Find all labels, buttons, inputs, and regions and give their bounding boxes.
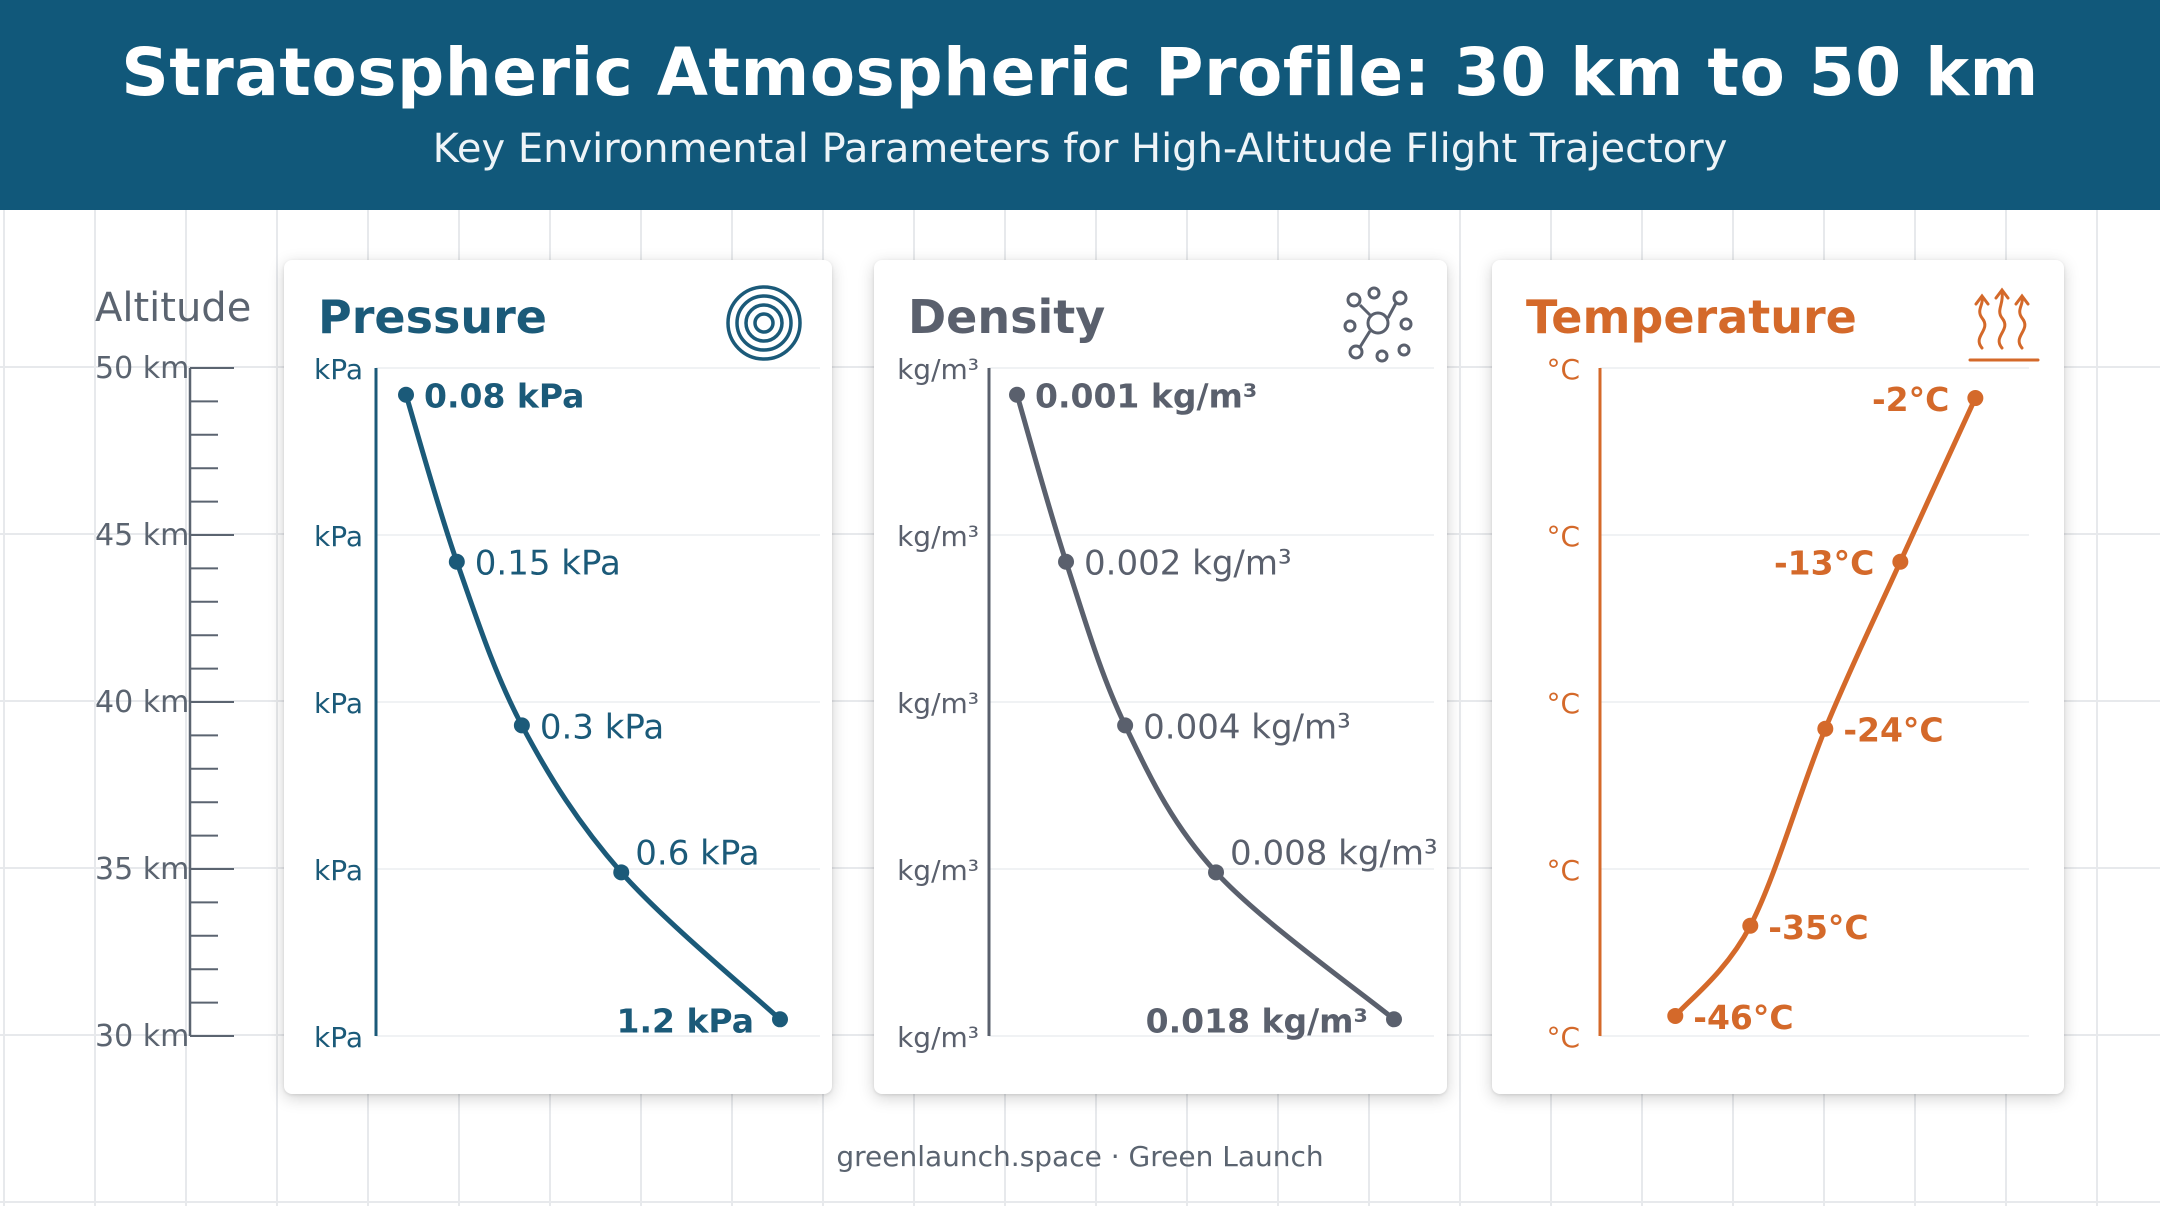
unit-tick-label: kPa [314, 520, 363, 553]
data-point [1817, 720, 1834, 737]
data-label: 0.008 kg/m³ [1230, 833, 1438, 873]
page-title: Stratospheric Atmospheric Profile: 30 km… [121, 34, 2039, 111]
data-point [1892, 553, 1909, 570]
data-point [1667, 1007, 1684, 1024]
data-point [1742, 917, 1759, 934]
data-point [1386, 1011, 1402, 1028]
pressure-rings-icon [726, 285, 802, 361]
header-banner: Stratospheric Atmospheric Profile: 30 km… [0, 0, 2160, 210]
data-point [1009, 386, 1025, 403]
density-chart: kg/m³ kg/m³ kg/m³ kg/m³ kg/m³ 0.001 kg/m³ 0.00… [897, 353, 1438, 1054]
altitude-tick-label: 45 km [95, 518, 189, 553]
pressure-chart: kPa kPa kPa kPa kPa 0.08 kPa 0.15 kPa 0.3 kPa 0.… [314, 353, 820, 1054]
data-label: 1.2 kPa [617, 1001, 754, 1040]
data-label: 0.3 kPa [540, 707, 664, 747]
unit-tick-label: °C [1546, 520, 1580, 553]
footer-credit: greenlaunch.space · Green Launch [836, 1140, 1324, 1173]
temperature-chart: °C °C °C °C °C -2°C -13°C -24°C -35°C -46°C [1546, 353, 2029, 1054]
pressure-panel-title: Pressure [318, 290, 547, 344]
data-label: -24°C [1843, 711, 1943, 750]
unit-tick-label: kg/m³ [897, 687, 979, 720]
data-label: -13°C [1774, 544, 1874, 583]
molecules-icon [1343, 286, 1413, 363]
data-label: 0.002 kg/m³ [1084, 544, 1292, 584]
data-label: 0.018 kg/m³ [1146, 1001, 1368, 1040]
data-point [1967, 390, 1984, 407]
page-subtitle: Key Environmental Parameters for High-Al… [432, 126, 1728, 172]
altitude-tick-label: 35 km [95, 852, 189, 887]
unit-tick-label: kg/m³ [897, 1021, 979, 1054]
unit-tick-label: °C [1546, 353, 1580, 386]
density-panel-title: Density [908, 290, 1106, 344]
data-point [1058, 553, 1075, 570]
unit-tick-label: kg/m³ [897, 854, 979, 887]
altitude-tick-label: 40 km [95, 685, 189, 720]
heat-waves-icon [1968, 287, 2040, 362]
temperature-panel-title: Temperature [1526, 290, 1857, 344]
unit-tick-label: °C [1546, 687, 1580, 720]
data-point [448, 553, 465, 570]
unit-tick-label: kPa [314, 1021, 363, 1054]
data-label: -2°C [1872, 380, 1949, 419]
density-panel: Density kg/m³ kg/m³ kg/m³ kg/m³ kg/m³ 0.001 k… [874, 260, 1447, 1094]
data-point [1208, 864, 1225, 881]
unit-tick-label: °C [1546, 1021, 1580, 1054]
altitude-axis-title: Altitude [95, 285, 252, 331]
altitude-tick-label: 30 km [95, 1019, 189, 1054]
unit-tick-label: kg/m³ [897, 520, 979, 553]
altitude-axis: 50 km 45 km 40 km 35 km 30 km [95, 351, 234, 1054]
temperature-panel: Temperature °C °C °C °C °C -2°C -13°C -24°C -35°… [1492, 260, 2064, 1094]
data-point [513, 717, 530, 734]
data-point [613, 864, 630, 881]
data-label: -35°C [1768, 908, 1868, 947]
data-label: 0.004 kg/m³ [1143, 707, 1351, 747]
unit-tick-label: kPa [314, 687, 363, 720]
data-label: 0.08 kPa [424, 377, 584, 416]
data-label: 0.001 kg/m³ [1035, 377, 1257, 416]
unit-tick-label: kPa [314, 353, 363, 386]
data-label: 0.15 kPa [475, 544, 621, 584]
altitude-tick-label: 50 km [95, 351, 189, 386]
data-label: -46°C [1693, 998, 1793, 1037]
data-point [772, 1011, 788, 1028]
data-point [398, 386, 414, 403]
unit-tick-label: kPa [314, 854, 363, 887]
unit-tick-label: °C [1546, 854, 1580, 887]
data-label: 0.6 kPa [635, 833, 759, 873]
pressure-panel: Pressure kPa kPa kPa kPa kPa 0.08 kPa 0.15 kPa… [284, 260, 832, 1094]
data-point [1117, 717, 1134, 734]
unit-tick-label: kg/m³ [897, 353, 979, 386]
